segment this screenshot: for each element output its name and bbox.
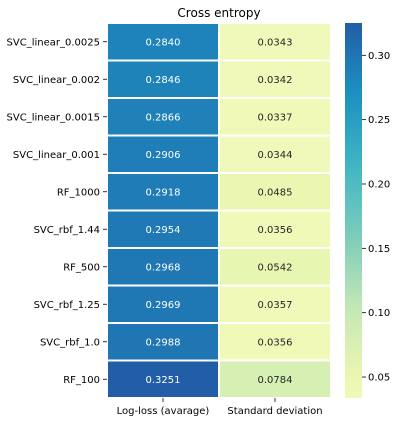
heatmap-cell	[218, 359, 332, 399]
cell-value-label: 0.0357	[258, 300, 293, 311]
colorbar-tick-label: 0.25	[368, 115, 390, 126]
row-label: SVC_linear_0.002	[13, 75, 100, 86]
row-label: SVC_rbf_1.0	[40, 337, 100, 348]
cell-value-label: 0.2846	[146, 75, 181, 86]
heatmap-cell	[218, 172, 332, 212]
heatmap-cell	[218, 322, 332, 362]
colorbar-tick-label: 0.05	[368, 373, 390, 384]
row-label: RF_100	[63, 375, 100, 386]
cell-value-label: 0.0542	[258, 262, 293, 273]
cell-value-label: 0.2954	[146, 225, 181, 236]
colorbar-tick-label: 0.10	[368, 308, 390, 319]
heatmap-cells: 0.2840 0.0343 0.2846 0.0342 0.2866 0.0337 0.29…	[106, 22, 332, 399]
heatmap-cell	[218, 59, 332, 99]
cell-value-label: 0.2918	[146, 187, 181, 198]
colorbar: 0.05 0.10 0.15 0.20 0.25 0.30	[345, 23, 390, 398]
cell-value-label: 0.0342	[258, 75, 293, 86]
heatmap-cell	[218, 247, 332, 287]
cell-value-label: 0.2969	[146, 300, 181, 311]
colorbar-tick-label: 0.15	[368, 244, 390, 255]
cell-value-label: 0.3251	[146, 375, 181, 386]
cell-value-label: 0.2866	[146, 112, 181, 123]
chart-title: Cross entropy	[177, 6, 260, 20]
cell-value-label: 0.0485	[258, 187, 293, 198]
cell-value-label: 0.0344	[258, 150, 293, 161]
heatmap-cell	[218, 284, 332, 324]
cell-value-label: 0.2840	[146, 37, 181, 48]
column-label: Log-loss (avarage)	[117, 406, 210, 417]
cell-value-label: 0.0356	[258, 337, 293, 348]
column-labels: Log-loss (avarage) Standard deviation	[117, 398, 323, 417]
row-label: SVC_rbf_1.25	[34, 300, 100, 311]
cell-value-label: 0.0356	[258, 225, 293, 236]
colorbar-gradient	[345, 23, 362, 398]
colorbar-tick-label: 0.30	[368, 51, 390, 62]
cell-value-label: 0.0784	[258, 375, 293, 386]
heatmap-cell	[218, 97, 332, 137]
heatmap-cell	[106, 359, 220, 399]
cell-value-label: 0.2968	[146, 262, 181, 273]
row-labels: SVC_linear_0.0025 SVC_linear_0.002 SVC_lin…	[7, 37, 107, 386]
row-label: SVC_linear_0.0015	[7, 112, 100, 123]
row-label: SVC_linear_0.001	[13, 150, 100, 161]
cell-value-label: 0.2906	[146, 150, 181, 161]
cell-value-label: 0.2988	[146, 337, 181, 348]
row-label: SVC_rbf_1.44	[34, 225, 100, 236]
cell-value-label: 0.0337	[258, 112, 293, 123]
column-label: Standard deviation	[227, 406, 322, 417]
heatmap-cell	[218, 134, 332, 174]
cell-value-label: 0.0343	[258, 37, 293, 48]
row-label: RF_1000	[57, 187, 100, 198]
heatmap-cell	[218, 209, 332, 249]
row-label: RF_500	[63, 262, 100, 273]
row-label: SVC_linear_0.0025	[7, 37, 100, 48]
colorbar-tick-label: 0.20	[368, 179, 390, 190]
